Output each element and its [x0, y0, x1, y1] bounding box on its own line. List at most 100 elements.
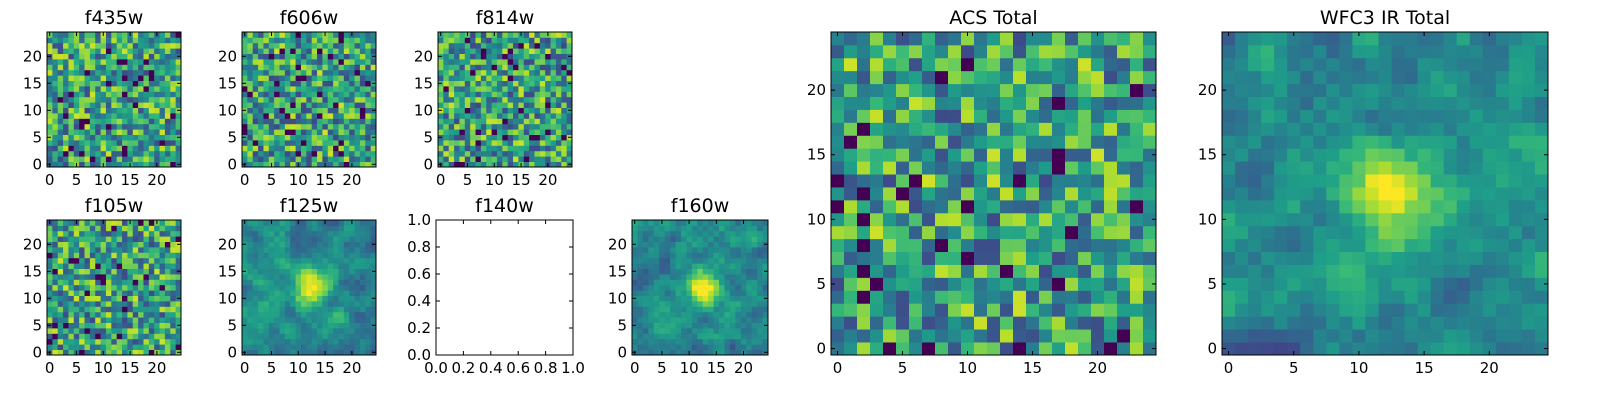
- heatmap-cell: [306, 102, 313, 108]
- heatmap-cell: [1013, 329, 1027, 343]
- heatmap-cell: [349, 236, 355, 242]
- heatmap-cell: [349, 150, 355, 157]
- heatmap-cell: [63, 338, 69, 345]
- heatmap-cell: [247, 161, 254, 168]
- heatmap-cell: [274, 328, 280, 334]
- heatmap-cell: [642, 333, 649, 340]
- heatmap-cell: [247, 150, 254, 157]
- heatmap-cell: [100, 64, 107, 71]
- heatmap-cell: [263, 91, 270, 98]
- heatmap-cell: [1287, 212, 1301, 227]
- heatmap-cell: [702, 338, 709, 345]
- heatmap-cell: [675, 322, 682, 329]
- heatmap-cell: [523, 118, 530, 125]
- heatmap-cell: [523, 140, 530, 146]
- heatmap-cell: [100, 80, 107, 87]
- heatmap-cell: [1065, 57, 1079, 72]
- heatmap-cell: [1313, 238, 1327, 253]
- heatmap-cell: [359, 284, 366, 291]
- heatmap-cell: [295, 59, 302, 65]
- heatmap-cell: [459, 53, 466, 60]
- heatmap-cell: [883, 290, 897, 304]
- heatmap-cell: [443, 123, 450, 130]
- heatmap-cell: [491, 69, 498, 76]
- heatmap-cell: [116, 349, 123, 356]
- heatmap-cell: [127, 48, 134, 54]
- heatmap-cell: [127, 230, 134, 237]
- heatmap-cell: [653, 220, 660, 226]
- heatmap-cell: [746, 241, 753, 248]
- heatmap-cell: [883, 303, 897, 317]
- heatmap-cell: [105, 102, 112, 108]
- heatmap-cell: [729, 236, 736, 242]
- heatmap-cell: [170, 268, 177, 275]
- heatmap-cell: [300, 48, 307, 54]
- heatmap-cell: [338, 328, 345, 334]
- heatmap-cell: [545, 150, 551, 157]
- heatmap-cell: [333, 333, 339, 340]
- heatmap-cell: [105, 333, 112, 340]
- heatmap-cell: [1026, 290, 1040, 304]
- heatmap-cell: [1052, 83, 1066, 97]
- heatmap-cell: [566, 91, 573, 98]
- heatmap-cell: [274, 317, 280, 323]
- heatmap-cell: [653, 252, 660, 259]
- heatmap-cell: [63, 118, 69, 125]
- heatmap-cell: [290, 145, 296, 152]
- heatmap-cell: [84, 311, 91, 318]
- heatmap-cell: [148, 311, 155, 318]
- heatmap-cell: [317, 64, 323, 71]
- heatmap-cell: [1495, 277, 1510, 291]
- heatmap-cell: [961, 329, 975, 343]
- heatmap-cell: [148, 328, 155, 334]
- heatmap-cell: [870, 212, 884, 227]
- heatmap-cell: [480, 32, 487, 38]
- heatmap-cell: [359, 80, 366, 87]
- heatmap-cell: [642, 241, 649, 248]
- heatmap-cell: [359, 53, 366, 60]
- heatmap-cell: [317, 42, 323, 49]
- heatmap-cell: [1130, 70, 1144, 85]
- heatmap-cell: [89, 64, 96, 71]
- heatmap-cell: [306, 80, 313, 87]
- heatmap-cell: [370, 140, 377, 146]
- heatmap-cell: [502, 53, 509, 60]
- heatmap-cell: [443, 37, 450, 44]
- heatmap-cell: [143, 42, 150, 49]
- heatmap-cell: [464, 102, 471, 108]
- heatmap-cell: [73, 140, 80, 146]
- heatmap-cell: [443, 140, 450, 146]
- heatmap-cell: [713, 311, 720, 318]
- heatmap-cell: [642, 301, 649, 307]
- heatmap-cell: [116, 118, 123, 125]
- heatmap-cell: [290, 156, 296, 162]
- heatmap-cell: [454, 118, 460, 125]
- heatmap-cell: [116, 64, 123, 71]
- heatmap-cell: [370, 306, 377, 313]
- heatmap-cell: [438, 96, 444, 103]
- heatmap-cell: [68, 129, 75, 135]
- heatmap-cell: [122, 322, 128, 329]
- heatmap-cell: [154, 140, 160, 146]
- heatmap-cell: [1130, 187, 1144, 201]
- heatmap-cell: [870, 174, 884, 188]
- heatmap-cell: [100, 311, 107, 318]
- heatmap-cell: [63, 301, 69, 307]
- heatmap-cell: [300, 118, 307, 125]
- heatmap-cell: [154, 107, 160, 114]
- heatmap-cell: [1143, 277, 1157, 291]
- heatmap-cell: [63, 220, 69, 226]
- heatmap-cell: [122, 107, 128, 114]
- heatmap-cell: [338, 156, 345, 162]
- heatmap-cell: [258, 48, 264, 54]
- heatmap-cell: [63, 322, 69, 329]
- heatmap-cell: [1456, 174, 1471, 188]
- heatmap-cell: [555, 145, 562, 152]
- heatmap-cell: [370, 344, 377, 350]
- x-tick-label: 0.6: [506, 359, 530, 377]
- heatmap-cell: [73, 301, 80, 307]
- heatmap-cell: [159, 59, 166, 65]
- heatmap-cell: [258, 230, 264, 237]
- heatmap-cell: [642, 295, 649, 302]
- heatmap-cell: [333, 241, 339, 248]
